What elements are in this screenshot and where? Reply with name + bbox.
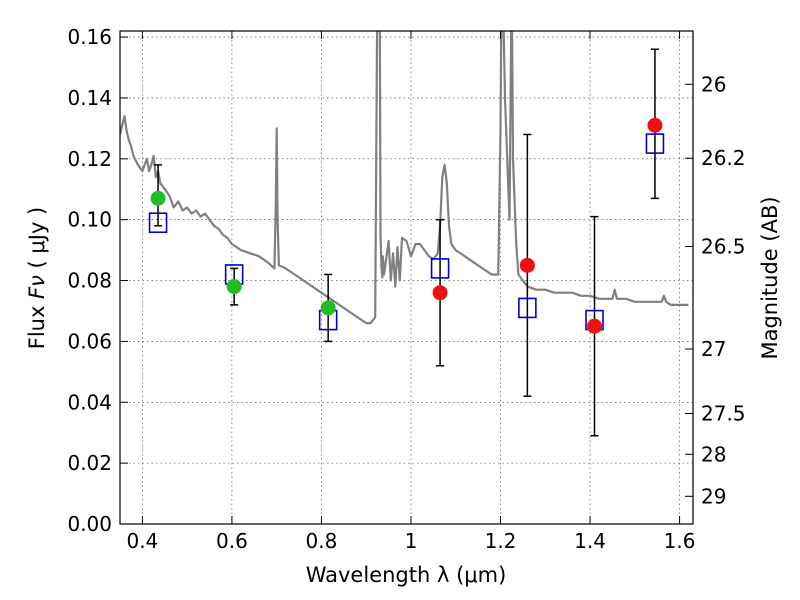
y2-tick-label: 26.5: [701, 234, 746, 258]
red-point: [519, 257, 535, 273]
green-point: [150, 190, 166, 206]
y-tick-label: 0.06: [67, 329, 112, 353]
plot-frame: [119, 30, 694, 525]
model-square: [148, 212, 168, 234]
y-axis-label-symbol: Fν: [25, 275, 49, 299]
y-tick-label: 0.14: [67, 86, 112, 110]
y-tick-label: 0.10: [67, 208, 112, 232]
x-tick-label: 0.8: [306, 529, 338, 553]
x-tick-label: 0.4: [126, 529, 158, 553]
x-tick-label: 1: [405, 529, 418, 553]
y2-tick-label: 26.2: [701, 146, 746, 170]
y-tick-label: 0.04: [67, 390, 112, 414]
model-square: [645, 133, 665, 154]
y2-tick-label: 27.5: [701, 402, 746, 426]
x-tick-label: 1.2: [485, 529, 517, 553]
svg-text:Flux Fν ( μJy ): Flux Fν ( μJy ): [25, 207, 49, 350]
y2-tick-label: 29: [701, 484, 726, 508]
x-tick-label: 1.4: [574, 529, 606, 553]
grid: [120, 31, 693, 525]
y2-tick-label: 28: [701, 442, 726, 466]
y-axis-label-unit: ( μJy ): [25, 207, 49, 275]
y2-axis-label: Magnitude (AB): [758, 196, 782, 359]
x-tick-label: 0.6: [216, 529, 248, 553]
red-point: [587, 318, 603, 334]
green-point: [320, 300, 336, 316]
y2-tick-label: 26: [701, 72, 726, 96]
green-point: [226, 279, 242, 295]
y-axis-label-text: Flux: [25, 299, 49, 349]
y-tick-label: 0.02: [67, 451, 112, 475]
red-point: [432, 285, 448, 301]
model-square: [518, 297, 537, 319]
y2-axis-label-text: Magnitude (AB): [758, 196, 782, 359]
template-sed-line: [120, 31, 689, 325]
y-tick-label: 0.08: [67, 269, 112, 293]
y-tick-label: 0.12: [67, 147, 112, 171]
x-tick-label: 1.6: [664, 529, 696, 553]
y-tick-label: 0.16: [67, 25, 112, 49]
tick-labels: 0.4 0.6 0.8 1 1.2 1.4 1.6 0.00 0.02 0.04 0.06 0.08 0…: [67, 25, 745, 553]
y-tick-label: 0.00: [67, 512, 112, 536]
red-point: [647, 117, 663, 133]
ticks: [120, 31, 693, 525]
y2-tick-label: 27: [701, 337, 726, 361]
plot-area: [120, 31, 689, 437]
y-axis-label: Flux Fν ( μJy ): [25, 207, 49, 350]
model-square: [430, 258, 450, 279]
x-axis-label: Wavelength λ (μm): [306, 563, 507, 587]
